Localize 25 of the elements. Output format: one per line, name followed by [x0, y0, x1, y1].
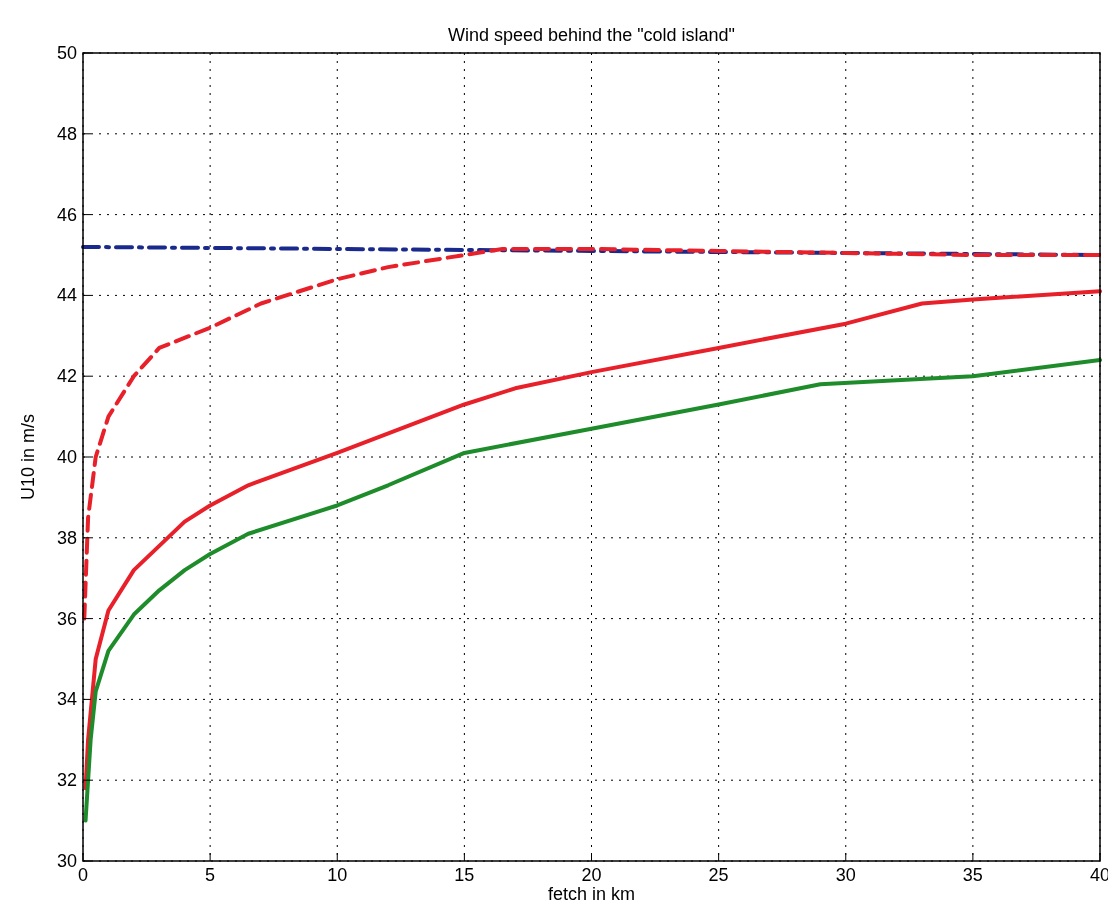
y-tick-label: 48 [56, 123, 77, 144]
x-tick-label: 30 [835, 865, 856, 885]
x-tick-label: 0 [77, 865, 89, 885]
line-series [83, 289, 1102, 791]
y-tick-label: 50 [56, 43, 77, 63]
y-tick-label: 30 [56, 851, 77, 871]
y-tick-label: 42 [56, 366, 77, 387]
x-tick-label: 20 [581, 865, 602, 885]
x-tick-label: 10 [327, 865, 348, 885]
y-tick-label: 44 [56, 285, 77, 306]
x-tick-label: 25 [708, 865, 729, 885]
x-tick-label: 35 [962, 865, 983, 885]
line-series [82, 246, 1102, 621]
line-series [83, 358, 1102, 823]
y-tick-label: 32 [56, 770, 77, 791]
y-tick-label: 36 [56, 608, 77, 629]
y-tick-label: 40 [56, 447, 77, 467]
x-tick-label: 5 [205, 865, 216, 885]
y-tick-label: 38 [56, 527, 77, 548]
x-axis-title: fetch in km [547, 884, 636, 904]
x-tick-label: 15 [454, 865, 475, 885]
y-tick-label: 46 [56, 204, 77, 225]
chart-title: Wind speed behind the "cold island" [448, 25, 735, 45]
y-tick-label: 34 [56, 689, 77, 710]
y-axis-title: U10 in m/s [18, 413, 38, 501]
